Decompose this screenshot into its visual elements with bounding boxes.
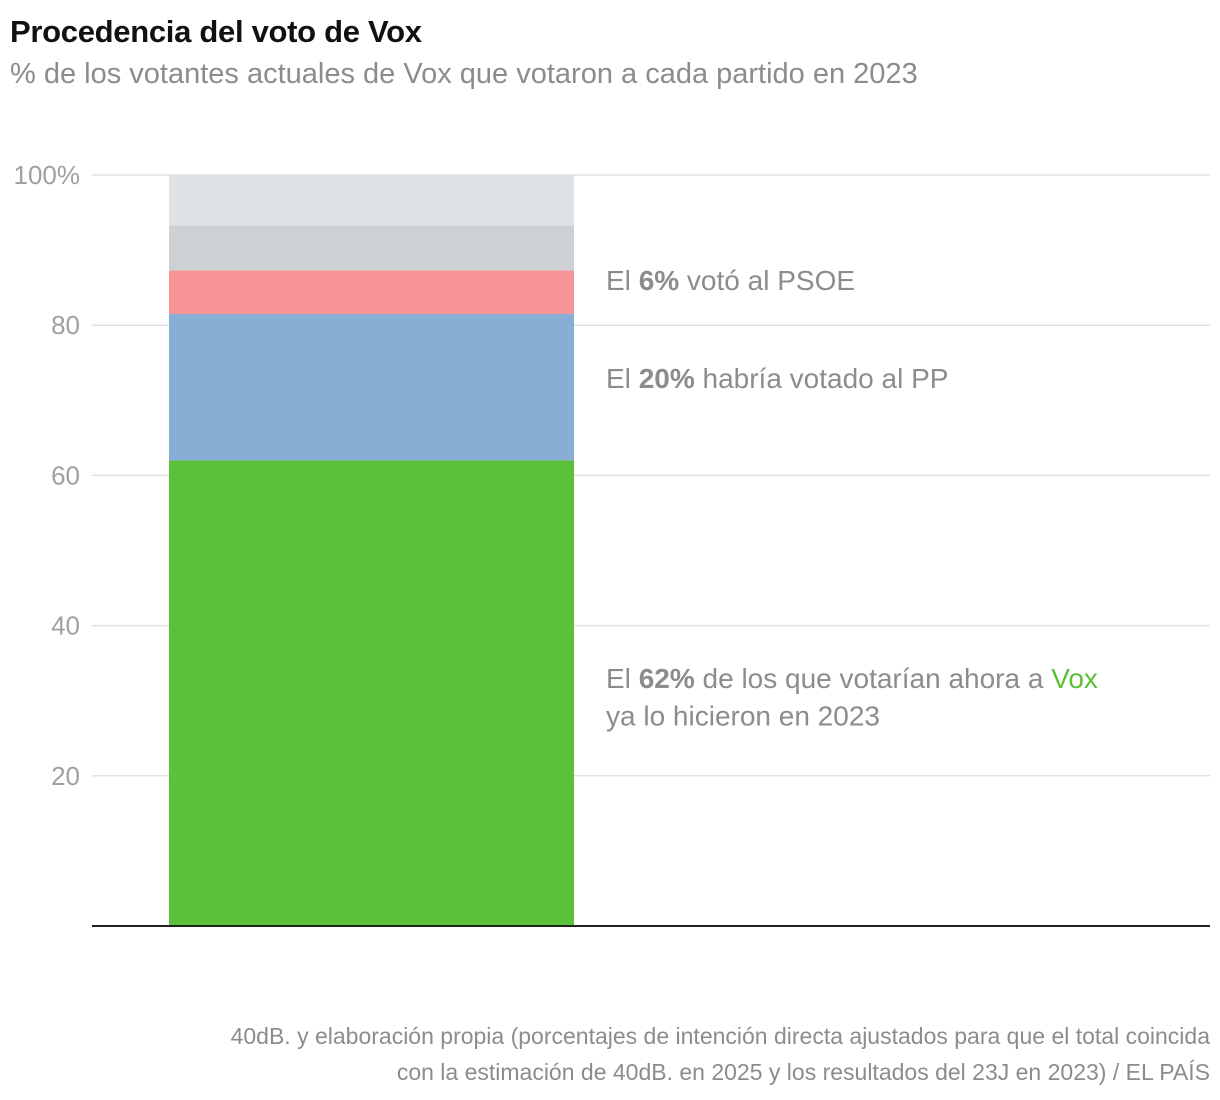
annotation-2: El 20% habría votado al PP xyxy=(606,363,948,394)
annotation-text-part: Vox xyxy=(1051,663,1098,694)
bar-segment-4 xyxy=(169,225,574,271)
y-axis-ticks: 20 40 60 80 100% xyxy=(14,160,81,791)
bar-segment-1 xyxy=(169,460,574,926)
source-line-1: 40dB. y elaboración propia (porcentajes … xyxy=(230,1023,1210,1049)
annotation-text-part: El xyxy=(606,363,639,394)
y-tick-label: 60 xyxy=(51,460,80,490)
annotation-text-part: ya lo hicieron en 2023 xyxy=(606,701,880,732)
chart-title: Procedencia del voto de Vox xyxy=(10,14,422,49)
y-tick-label: 100% xyxy=(14,160,81,190)
bar-segments xyxy=(169,175,574,926)
annotation-text-part: habría votado al PP xyxy=(695,363,949,394)
annotation-text-part: 20% xyxy=(639,363,695,394)
annotation-text-part: El xyxy=(606,265,639,296)
bar-segment-5 xyxy=(169,175,574,226)
annotation-3: El 62% de los que votarían ahora a Vox xyxy=(606,663,1098,694)
annotation-1: El 6% votó al PSOE xyxy=(606,265,855,296)
source-note: 40dB. y elaboración propia (porcentajes … xyxy=(30,1018,1210,1090)
annotation-text-part: El xyxy=(606,663,639,694)
y-tick-label: 80 xyxy=(51,310,80,340)
annotation-text-part: votó al PSOE xyxy=(679,265,855,296)
bar-segment-3 xyxy=(169,270,574,314)
bar-segment-2 xyxy=(169,313,574,461)
annotation-text-part: de los que votarían ahora a xyxy=(695,663,1051,694)
y-tick-label: 20 xyxy=(51,761,80,791)
annotation-text-part: 62% xyxy=(639,663,695,694)
annotation-text-part: 6% xyxy=(639,265,680,296)
y-tick-label: 40 xyxy=(51,611,80,641)
source-line-2: con la estimación de 40dB. en 2025 y los… xyxy=(396,1059,1210,1085)
annotation-4: ya lo hicieron en 2023 xyxy=(606,701,880,732)
chart-subtitle: % de los votantes actuales de Vox que vo… xyxy=(10,58,918,90)
